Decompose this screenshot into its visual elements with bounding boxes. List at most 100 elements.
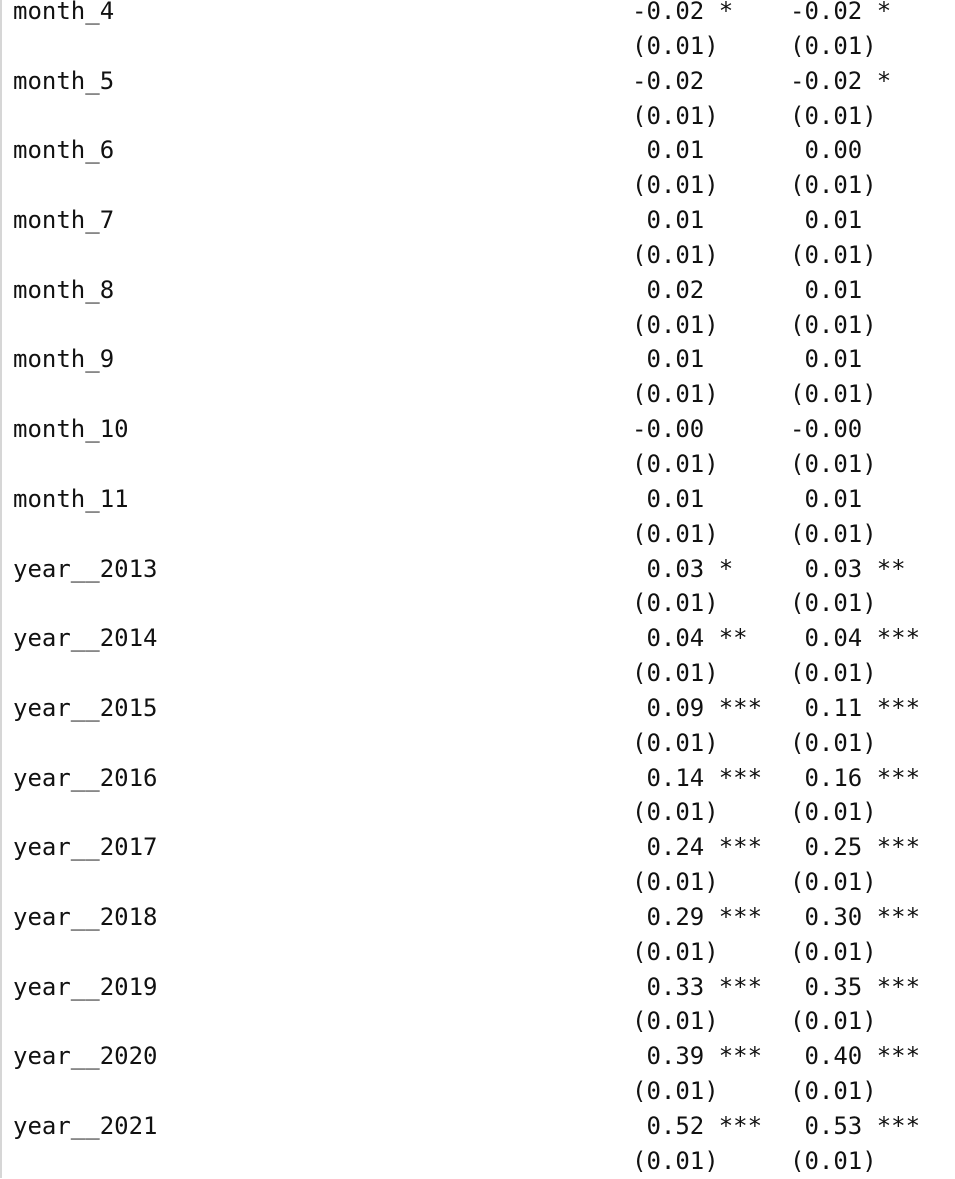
term-label: year__2021 [13,1112,158,1140]
model-2-coefficient: 0.53 *** [790,1112,921,1140]
coef-row: month_7 0.01 0.01 [0,203,955,238]
model-1-coefficient: 0.24 *** [632,833,763,862]
term-label: month_11 [13,484,129,513]
standard-error-row: (0.01) (0.01) [0,795,955,830]
model-1-standard-error: (0.01) [632,798,719,827]
term-label: month_8 [13,275,115,304]
model-1-coefficient: 0.33 *** [632,972,763,1001]
model-2-standard-error: (0.01) [790,728,877,757]
model-1-standard-error: (0.01) [632,449,719,478]
model-2-coefficient: 0.35 *** [790,972,921,1001]
standard-error-row: (0.01) (0.01) [0,935,955,970]
model-1-coefficient: -0.00 [632,415,705,444]
model-1-coefficient: 0.29 *** [632,902,763,931]
coef-row: year__2019 0.33 *** 0.35 *** [0,970,955,1005]
term-label: year__2018 [13,902,158,931]
model-2-standard-error: (0.01) [790,1077,877,1106]
model-2-standard-error: (0.01) [790,449,877,478]
model-2-coefficient: 0.30 *** [790,902,921,931]
model-2-coefficient: 0.00 [790,136,863,165]
model-1-coefficient: 0.01 [632,484,705,513]
model-2-coefficient: 0.01 [790,275,863,304]
model-1-standard-error: (0.01) [632,1146,719,1175]
model-2-standard-error: (0.01) [790,171,877,200]
model-2-coefficient: 0.03 ** [790,554,906,583]
model-2-standard-error: (0.01) [790,937,877,966]
model-1-coefficient: 0.52 *** [632,1112,763,1140]
model-2-coefficient: -0.02 * [790,66,892,95]
standard-error-row: (0.01) (0.01) [0,377,955,412]
model-1-standard-error: (0.01) [632,240,719,269]
model-1-standard-error: (0.01) [632,1077,719,1106]
coef-row: year__2016 0.14 *** 0.16 *** [0,761,955,796]
coef-row: year__2015 0.09 *** 0.11 *** [0,691,955,726]
term-label: month_6 [13,136,115,165]
model-1-coefficient: 0.01 [632,345,705,374]
model-1-coefficient: 0.14 *** [632,763,763,792]
model-2-standard-error: (0.01) [790,1007,877,1036]
standard-error-row: (0.01) (0.01) [0,168,955,203]
model-1-coefficient: 0.03 * [632,554,734,583]
model-1-standard-error: (0.01) [632,171,719,200]
standard-error-row: (0.01) (0.01) [0,1004,955,1039]
standard-error-row: (0.01) (0.01) [0,1144,955,1179]
coef-row: year__2021 0.52 *** 0.53 *** [0,1109,955,1144]
model-1-standard-error: (0.01) [632,937,719,966]
coef-row: year__2020 0.39 *** 0.40 *** [0,1039,955,1074]
model-2-standard-error: (0.01) [790,589,877,618]
model-2-coefficient: -0.02 * [790,0,892,25]
model-1-standard-error: (0.01) [632,1007,719,1036]
term-label: year__2017 [13,833,158,862]
model-1-coefficient: 0.02 [632,275,705,304]
model-1-standard-error: (0.01) [632,659,719,688]
model-1-coefficient: -0.02 * [632,0,734,25]
model-1-standard-error: (0.01) [632,101,719,130]
model-1-coefficient: 0.39 *** [632,1042,763,1071]
term-label: month_7 [13,206,115,235]
model-1-standard-error: (0.01) [632,728,719,757]
term-label: month_9 [13,345,115,374]
standard-error-row: (0.01) (0.01) [0,726,955,761]
model-1-standard-error: (0.01) [632,31,719,60]
standard-error-row: (0.01) (0.01) [0,1074,955,1109]
coef-row: year__2013 0.03 * 0.03 ** [0,552,955,587]
model-2-standard-error: (0.01) [790,31,877,60]
model-2-coefficient: 0.40 *** [790,1042,921,1071]
model-2-standard-error: (0.01) [790,101,877,130]
model-1-coefficient: 0.09 *** [632,693,763,722]
model-2-coefficient: 0.04 *** [790,624,921,653]
model-1-standard-error: (0.01) [632,589,719,618]
term-label: month_5 [13,66,115,95]
term-label: year__2019 [13,972,158,1001]
model-1-standard-error: (0.01) [632,868,719,897]
model-1-coefficient: 0.01 [632,206,705,235]
coef-row: month_5 -0.02 -0.02 * [0,64,955,99]
standard-error-row: (0.01) (0.01) [0,517,955,552]
coef-row: month_6 0.01 0.00 [0,133,955,168]
model-2-standard-error: (0.01) [790,1146,877,1175]
model-2-coefficient: 0.16 *** [790,763,921,792]
term-label: month_4 [13,0,115,25]
standard-error-row: (0.01) (0.01) [0,238,955,273]
standard-error-row: (0.01) (0.01) [0,29,955,64]
model-1-coefficient: 0.04 ** [632,624,748,653]
coef-row: year__2017 0.24 *** 0.25 *** [0,830,955,865]
model-2-coefficient: -0.00 [790,415,863,444]
model-2-standard-error: (0.01) [790,380,877,409]
coef-row: month_10 -0.00 -0.00 [0,412,955,447]
coef-row: month_8 0.02 0.01 [0,273,955,308]
coef-row: month_4 -0.02 * -0.02 * [0,0,955,29]
model-2-coefficient: 0.25 *** [790,833,921,862]
model-2-coefficient: 0.01 [790,484,863,513]
term-label: month_10 [13,415,129,444]
term-label: year__2016 [13,763,158,792]
standard-error-row: (0.01) (0.01) [0,99,955,134]
output-left-border [0,0,2,1178]
model-2-standard-error: (0.01) [790,659,877,688]
coef-row: month_11 0.01 0.01 [0,482,955,517]
term-label: year__2013 [13,554,158,583]
standard-error-row: (0.01) (0.01) [0,586,955,621]
coef-row: year__2018 0.29 *** 0.30 *** [0,900,955,935]
model-2-standard-error: (0.01) [790,519,877,548]
